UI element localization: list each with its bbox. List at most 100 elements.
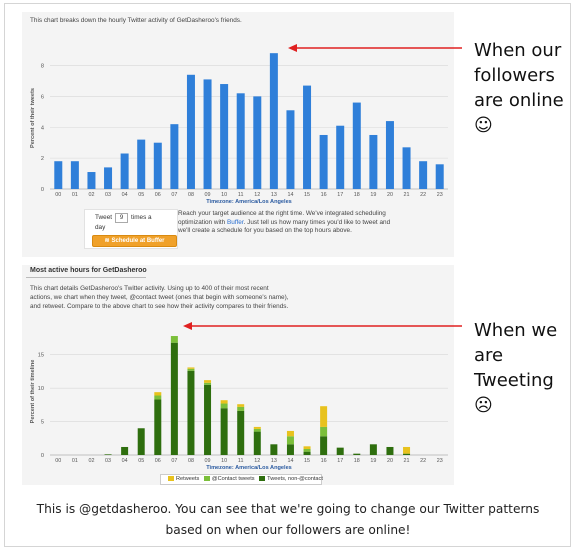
callout-bot-line-4: ☹: [474, 395, 493, 416]
x-tick-label: 08: [188, 458, 194, 464]
bar-segment-tweets: [320, 436, 328, 455]
x-axis-title: Timezone: America/Los Angeles: [206, 465, 292, 471]
bar-segment-retweets: [237, 404, 245, 407]
bar: [153, 142, 162, 189]
bar: [319, 134, 328, 189]
bar: [236, 93, 245, 189]
bar-segment-tweets: [369, 444, 377, 455]
bar: [286, 110, 295, 189]
x-tick-label: 06: [155, 458, 161, 464]
legend-label-contact: @Contact tweets: [211, 476, 255, 482]
buffer-button-label: Schedule at Buffer: [111, 238, 165, 244]
y-axis-title: Percent of their timeline: [30, 360, 36, 424]
reach-line-2-end: . Just tell us how many times you'd like…: [243, 218, 391, 226]
bar-segment-retweets: [154, 392, 162, 396]
legend-swatch-retweets: [168, 475, 174, 481]
bar-segment-tweets: [137, 428, 145, 455]
bottom-desc-line-1: This chart details GetDasheroo's Twitter…: [30, 285, 269, 292]
x-tick-label: 16: [321, 192, 327, 198]
x-tick-label: 07: [171, 458, 177, 464]
y-tick-label: 4: [41, 125, 44, 131]
tweet-count-input[interactable]: 9: [115, 213, 128, 223]
bar-segment-tweets: [253, 431, 261, 455]
bar: [269, 53, 278, 189]
bar: [87, 172, 96, 189]
x-tick-label: 02: [88, 192, 94, 198]
bar-segment-tweets: [104, 454, 112, 455]
bar: [419, 161, 428, 189]
bar: [220, 84, 229, 189]
bar-segment-tweets: [237, 410, 245, 455]
bar-segment-tweets: [220, 408, 228, 455]
reach-line-2: optimization with Buffer. Just tell us h…: [178, 219, 408, 228]
x-tick-label: 01: [72, 458, 78, 464]
callout-top-line-1: When our: [474, 40, 562, 61]
bar: [70, 161, 79, 189]
schedule-at-buffer-button[interactable]: ≋ Schedule at Buffer: [92, 235, 177, 247]
bar-segment-contact: [154, 395, 162, 400]
stacked-chart-legend: Retweets @Contact tweets Tweets, non-@co…: [160, 474, 323, 485]
x-tick-label: 18: [354, 192, 360, 198]
callout-top-line-3: are online ☺: [474, 90, 564, 136]
bar: [369, 134, 378, 189]
x-tick-label: 16: [321, 458, 327, 464]
y-tick-label: 5: [41, 420, 44, 426]
x-tick-label: 21: [404, 192, 410, 198]
bar-segment-retweets: [403, 446, 411, 454]
bar-segment-tweets: [170, 342, 178, 455]
x-tick-label: 00: [55, 192, 61, 198]
callout-bot-line-2: are: [474, 345, 504, 366]
bar-segment-retweets: [253, 426, 261, 429]
bar-segment-retweets: [187, 367, 195, 369]
x-tick-label: 19: [370, 458, 376, 464]
bar-segment-tweets: [204, 384, 212, 455]
x-tick-label: 18: [354, 458, 360, 464]
bar: [435, 164, 444, 189]
x-tick-label: 11: [238, 458, 244, 464]
x-tick-label: 09: [205, 458, 211, 464]
bar: [54, 161, 63, 189]
reach-line-3: we'll create a schedule for you based on…: [178, 227, 352, 235]
x-tick-label: 23: [437, 192, 443, 198]
bar-segment-retweets: [303, 446, 311, 449]
bar: [137, 139, 146, 189]
caption: This is @getdasheroo. You can see that w…: [10, 499, 566, 541]
legend-label-tweets: Tweets, non-@contact: [267, 476, 323, 482]
x-tick-label: 19: [370, 192, 376, 198]
x-tick-label: 15: [304, 458, 310, 464]
bottom-chart-title: Most active hours for GetDasheroo: [30, 267, 147, 274]
x-tick-label: 20: [387, 192, 393, 198]
buffer-stack-icon: ≋: [104, 238, 110, 244]
x-tick-label: 08: [188, 192, 194, 198]
bar-segment-retweets: [204, 380, 212, 383]
followers-online-callout: When our followers are online ☺: [474, 38, 576, 138]
bar-segment-tweets: [386, 446, 394, 455]
buffer-description: Reach your target audience at the right …: [178, 210, 408, 236]
caption-line-1: This is @getdasheroo. You can see that w…: [36, 502, 540, 516]
x-tick-label: 12: [254, 458, 260, 464]
bar-segment-tweets: [121, 446, 129, 455]
bar-segment-contact: [303, 448, 311, 452]
x-tick-label: 01: [72, 192, 78, 198]
bar-segment-retweets: [320, 406, 328, 427]
bar-segment-retweets: [286, 430, 294, 437]
x-axis-title: Timezone: America/Los Angeles: [206, 199, 292, 205]
legend-swatch-contact: [203, 475, 210, 481]
bottom-desc-line-2: actions, we chart when they tweet, @cont…: [30, 294, 289, 301]
buffer-link[interactable]: Buffer: [227, 218, 244, 226]
x-tick-label: 13: [271, 458, 277, 464]
bar-segment-tweets: [187, 370, 195, 455]
x-tick-label: 20: [387, 458, 393, 464]
bar: [203, 79, 212, 189]
bar: [170, 124, 179, 189]
x-tick-label: 21: [404, 458, 410, 464]
bar: [402, 147, 411, 189]
top-chart-description: This chart breaks down the hourly Twitte…: [30, 17, 242, 24]
bar: [120, 153, 129, 189]
x-tick-label: 09: [205, 192, 211, 198]
bar-segment-tweets: [286, 444, 294, 455]
bar-segment-contact: [320, 426, 328, 437]
bar-segment-tweets: [403, 453, 411, 455]
x-tick-label: 14: [287, 192, 293, 198]
bar-segment-tweets: [303, 451, 311, 455]
